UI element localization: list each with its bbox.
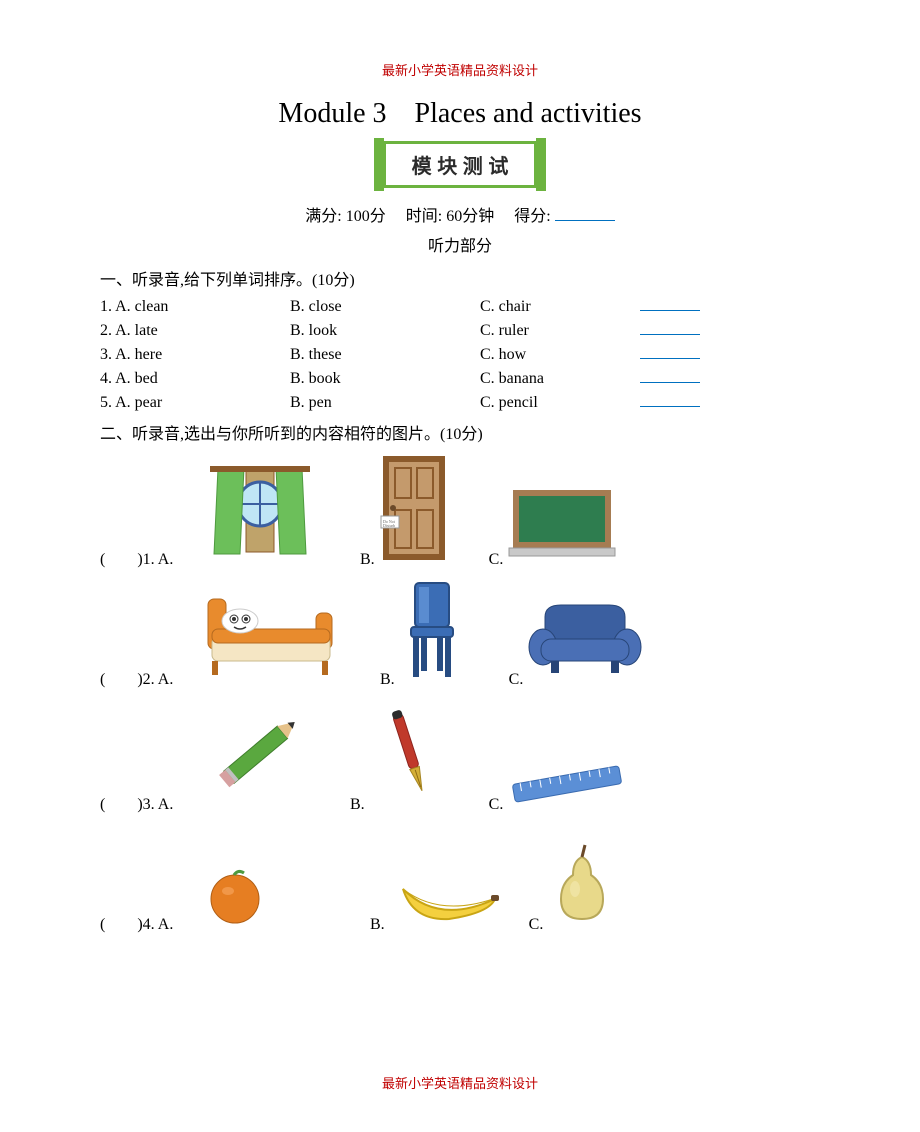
window-icon [200, 464, 320, 569]
opt-b: B. look [290, 322, 480, 340]
opt-c: C. banana [480, 370, 640, 388]
opt-a: A. bed [115, 370, 158, 387]
opt-a: A. pear [115, 394, 162, 411]
q1-instruction: 一、听录音,给下列单词排序。(10分) [100, 266, 820, 290]
answer-blank[interactable] [640, 368, 700, 383]
door-icon: Do Not Disturb [379, 454, 449, 569]
paren-label: ( )4. A. [100, 910, 173, 934]
opt-c-label: C. [509, 671, 524, 689]
q1-row: 1. A. clean B. close C. chair [100, 296, 820, 316]
orange-icon [200, 859, 270, 934]
row-num: 1. [100, 298, 112, 315]
q2-instruction: 二、听录音,选出与你所听到的内容相符的图片。(10分) [100, 420, 820, 444]
banana-icon [389, 859, 509, 934]
footer-label: 最新小学英语精品资料设计 [382, 1076, 538, 1091]
answer-blank[interactable] [640, 320, 700, 335]
opt-c-label: C. [529, 916, 544, 934]
info-line: 满分: 100分 时间: 60分钟 得分: [100, 202, 820, 226]
paren-label: ( )2. A. [100, 665, 173, 689]
opt-b: B. close [290, 298, 480, 316]
q2-row: ( )2. A. B. [100, 579, 820, 689]
row-num: 5. [100, 394, 112, 411]
paren-label: ( )1. A. [100, 545, 173, 569]
answer-blank[interactable] [640, 344, 700, 359]
answer-blank[interactable] [640, 296, 700, 311]
opt-c: C. chair [480, 298, 640, 316]
opt-a: A. late [115, 322, 158, 339]
opt-b: B. book [290, 370, 480, 388]
ruler-icon [507, 759, 627, 814]
chair-icon [399, 579, 469, 689]
row-num: 2. [100, 322, 112, 339]
opt-c-label: C. [489, 551, 504, 569]
score-blank[interactable] [555, 220, 615, 221]
opt-a: A. here [115, 346, 162, 363]
pencil-icon [200, 699, 310, 814]
svg-text:Disturb: Disturb [383, 523, 395, 528]
q1-row: 3. A. here B. these C. how [100, 344, 820, 364]
q2-row: ( )3. A. B. [100, 699, 820, 814]
q1-rows: 1. A. clean B. close C. chair 2. A. late… [100, 296, 820, 412]
opt-c: C. how [480, 346, 640, 364]
time-limit: 时间: 60分钟 [406, 208, 494, 225]
paren-label: ( )3. A. [100, 790, 173, 814]
score-label: 得分: [514, 208, 550, 225]
opt-a: A. clean [115, 298, 168, 315]
q1-row: 5. A. pear B. pen C. pencil [100, 392, 820, 412]
q1-row: 2. A. late B. look C. ruler [100, 320, 820, 340]
opt-b-label: B. [350, 796, 365, 814]
header-text: 最新小学英语精品资料设计 [100, 60, 820, 79]
blackboard-icon [507, 484, 617, 569]
q2-row: ( )4. A. B. C. [100, 824, 820, 934]
q2-row: ( )1. A. B. [100, 454, 820, 569]
listening-section-title: 听力部分 [100, 232, 820, 256]
row-num: 4. [100, 370, 112, 387]
full-score: 满分: 100分 [305, 208, 385, 225]
opt-b-label: B. [370, 916, 385, 934]
sofa-icon [527, 599, 642, 689]
pen-icon [369, 699, 449, 814]
footer-text: 最新小学英语精品资料设计 [0, 1073, 920, 1092]
page-title: Module 3 Places and activities [100, 91, 820, 131]
opt-c: C. ruler [480, 322, 640, 340]
module-test-badge: 模 块 测 试 [383, 141, 538, 188]
answer-blank[interactable] [640, 392, 700, 407]
opt-b: B. these [290, 346, 480, 364]
pear-icon [547, 839, 617, 934]
opt-b: B. pen [290, 394, 480, 412]
q1-row: 4. A. bed B. book C. banana [100, 368, 820, 388]
row-num: 3. [100, 346, 112, 363]
bed-icon [200, 589, 340, 689]
opt-c: C. pencil [480, 394, 640, 412]
badge-wrap: 模 块 测 试 [100, 141, 820, 188]
opt-b-label: B. [360, 551, 375, 569]
opt-c-label: C. [489, 796, 504, 814]
opt-b-label: B. [380, 671, 395, 689]
